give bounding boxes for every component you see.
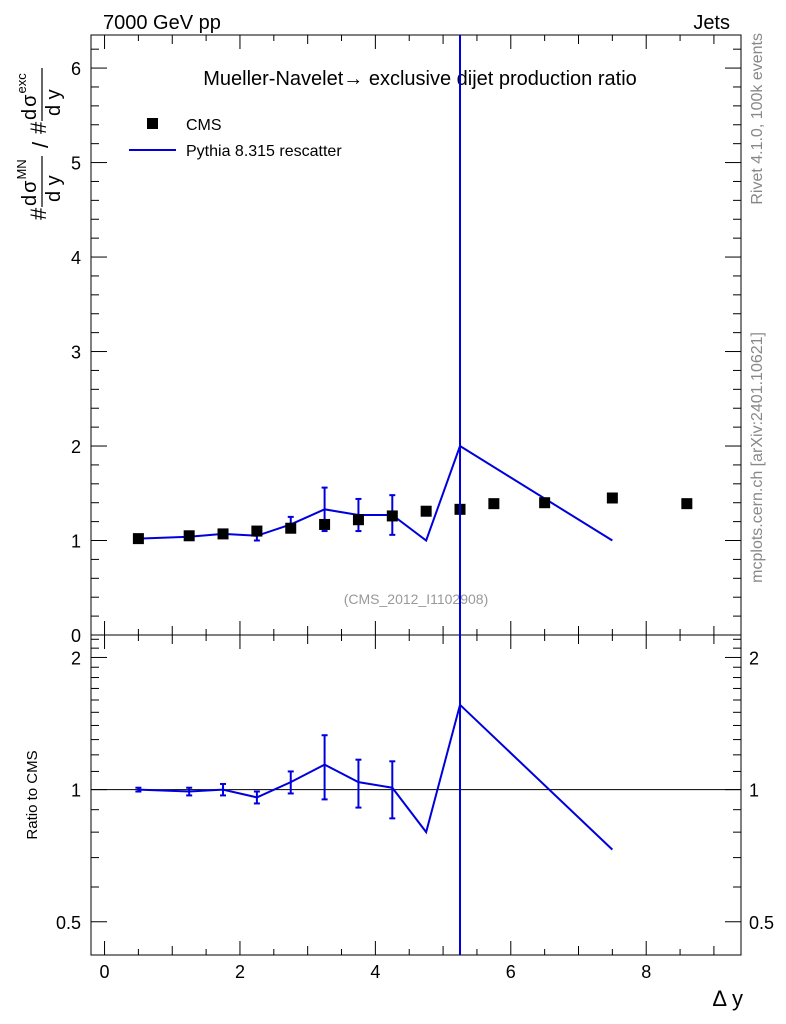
ylabel-dy1: d y <box>43 175 65 202</box>
legend-data-label: CMS <box>186 117 222 134</box>
main-y-tick-label: 4 <box>71 248 81 268</box>
mc-prediction-line <box>138 444 613 543</box>
mcplots-label: mcplots.cern.ch [arXiv:2401.10621] <box>749 332 766 583</box>
ylabel-sigma2: σ <box>19 94 41 107</box>
svg-text:#: # <box>26 207 51 220</box>
header-right: Jets <box>693 12 730 34</box>
ylabel-dy2: d y <box>43 89 65 116</box>
cms-data-point <box>319 518 331 530</box>
ylabel-sigma1: σ <box>19 180 41 193</box>
ratio-line <box>138 702 614 851</box>
main-y-tick-label: 2 <box>71 437 81 457</box>
chart-title: Mueller-Navelet→ exclusive dijet product… <box>203 68 637 90</box>
ratio-y-tick-label-right: 2 <box>749 648 759 668</box>
x-tick-label: 2 <box>235 962 245 982</box>
ratio-y-tick-label-left: 1 <box>71 781 81 801</box>
ratio-y-tick-label-left: 2 <box>71 648 81 668</box>
legend-data-marker <box>147 118 158 129</box>
cms-data-point <box>681 498 693 510</box>
cms-data-point <box>539 497 551 509</box>
cms-data-point <box>285 522 297 534</box>
ratio-panel-frame <box>90 634 742 956</box>
ylabel-d1: d <box>19 195 41 206</box>
ratio-y-tick-label-right: 1 <box>749 781 759 801</box>
ratio-y-tick-label-left: 0.5 <box>56 913 81 933</box>
ylabel-hash2: # <box>26 121 51 134</box>
x-tick-label: 4 <box>370 962 380 982</box>
main-ylabel: # dσMN d y / # dσexc d y <box>14 68 65 220</box>
main-y-tick-label: 6 <box>71 59 81 79</box>
cms-data-point <box>488 498 500 510</box>
main-y-tick-label: 5 <box>71 154 81 174</box>
ylabel-sup1: MN <box>14 159 29 179</box>
ylabel-d2: d <box>19 109 41 120</box>
cms-data-point <box>606 492 618 504</box>
analysis-watermark: (CMS_2012_I1102908) <box>344 591 489 607</box>
x-tick-label: 0 <box>100 962 110 982</box>
cms-data-point <box>386 510 398 522</box>
ylabel-slash: / <box>28 141 53 148</box>
ylabel-sup2: exc <box>14 73 29 94</box>
cms-data-point <box>183 530 195 542</box>
ylabel-hash1: # <box>26 207 51 220</box>
main-y-tick-label: 1 <box>71 532 81 552</box>
ratio-y-tick-label-right: 0.5 <box>749 913 774 933</box>
header-left: 7000 GeV pp <box>103 12 221 34</box>
main-y-tick-label: 0 <box>71 626 81 646</box>
ylabel-num1: dσMN <box>14 159 41 206</box>
ratio-ylabel: Ratio to CMS <box>24 750 41 839</box>
cms-data-point <box>217 528 229 540</box>
x-tick-label: 6 <box>506 962 516 982</box>
cms-data-point <box>420 505 432 517</box>
cms-data-point <box>352 514 364 526</box>
x-tick-label: 8 <box>641 962 651 982</box>
cms-data-point <box>132 533 144 545</box>
main-y-tick-label: 3 <box>71 343 81 363</box>
rivet-label: Rivet 4.1.0, 100k events <box>749 33 766 205</box>
x-axis-label: Δ y <box>712 986 743 1011</box>
cms-data-point <box>251 525 263 537</box>
marks-layer <box>132 35 693 955</box>
ylabel-num2: dσexc <box>14 73 41 120</box>
legend-mc-label: Pythia 8.315 rescatter <box>186 143 342 160</box>
